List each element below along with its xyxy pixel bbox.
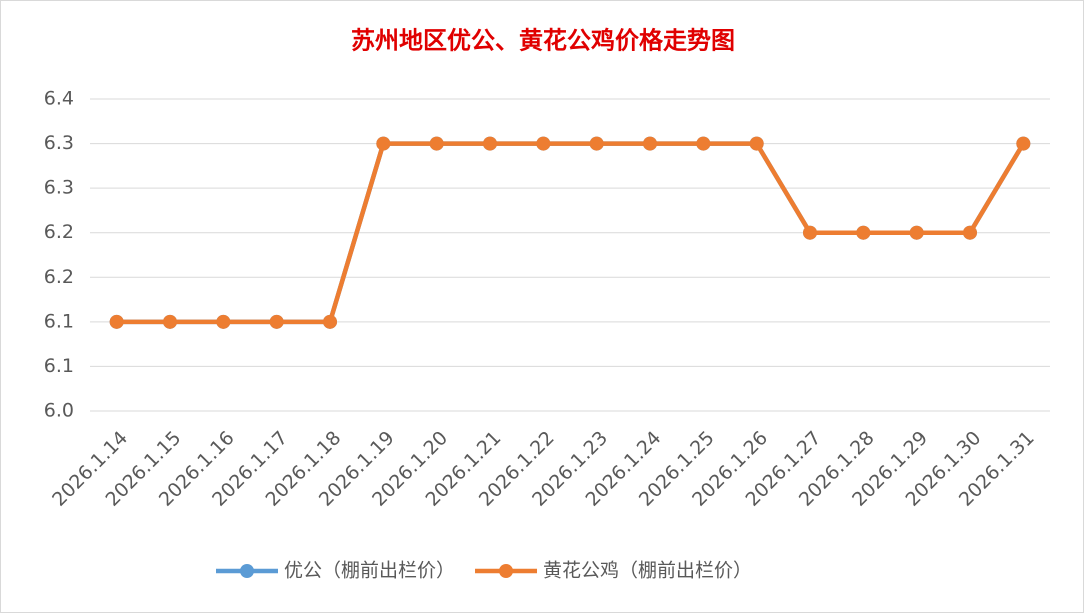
data-point bbox=[749, 136, 764, 151]
data-point bbox=[856, 225, 871, 240]
legend-item: 黄花公鸡（棚前出栏价） bbox=[475, 560, 752, 582]
chart-title: 苏州地区优公、黄花公鸡价格走势图 bbox=[351, 26, 735, 55]
data-point bbox=[429, 136, 444, 151]
legend-label: 黄花公鸡（棚前出栏价） bbox=[543, 560, 752, 582]
data-point bbox=[163, 314, 177, 329]
legend-marker bbox=[240, 564, 254, 578]
data-point bbox=[589, 136, 604, 151]
data-point bbox=[216, 314, 231, 329]
y-tick-label: 6.2 bbox=[44, 266, 74, 288]
series-line bbox=[116, 141, 1026, 325]
data-point bbox=[909, 225, 924, 240]
y-tick-label: 6.4 bbox=[44, 88, 74, 110]
legend-marker bbox=[499, 564, 514, 578]
data-point bbox=[483, 136, 497, 151]
data-point bbox=[696, 136, 711, 151]
data-point bbox=[643, 136, 657, 151]
y-tick-label: 6.0 bbox=[44, 400, 74, 422]
data-point bbox=[109, 314, 124, 329]
data-point bbox=[269, 314, 284, 329]
data-point bbox=[323, 314, 337, 329]
y-tick-label: 6.1 bbox=[44, 355, 74, 377]
y-tick-label: 6.1 bbox=[44, 310, 74, 332]
data-point bbox=[376, 136, 391, 151]
y-tick-label: 6.2 bbox=[44, 221, 74, 243]
data-point bbox=[803, 225, 817, 240]
y-tick-label: 6.3 bbox=[44, 132, 74, 154]
data-point bbox=[1016, 136, 1031, 151]
data-point bbox=[536, 136, 551, 151]
y-tick-label: 6.3 bbox=[44, 177, 74, 199]
legend-item: 优公（棚前出栏价） bbox=[216, 560, 455, 582]
data-point bbox=[963, 225, 977, 240]
legend-label: 优公（棚前出栏价） bbox=[284, 560, 455, 582]
